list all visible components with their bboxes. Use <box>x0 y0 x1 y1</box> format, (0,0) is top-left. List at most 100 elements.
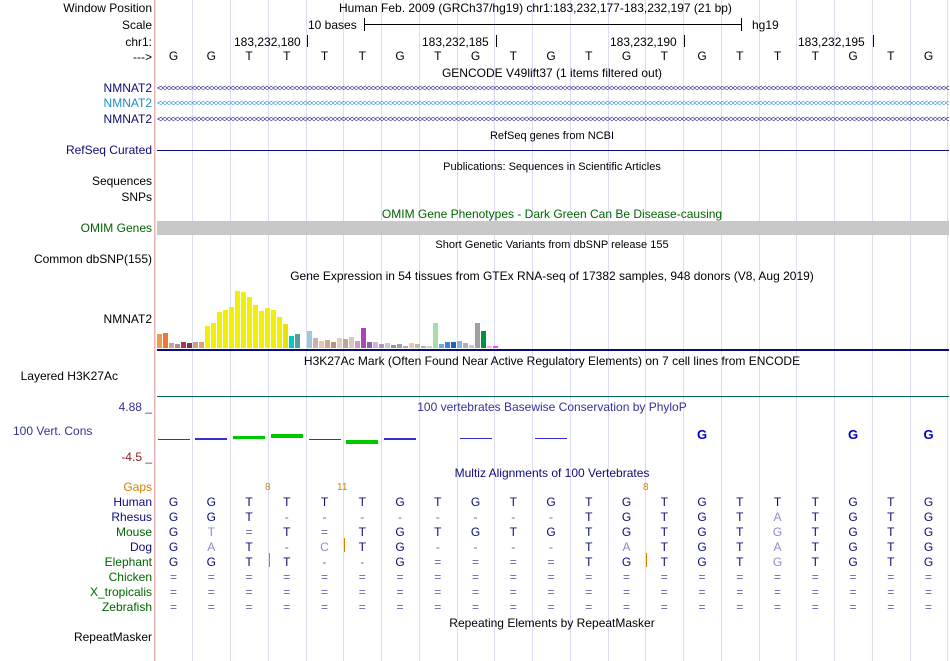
h3k27ac-label[interactable]: Layered H3K27Ac <box>20 369 118 383</box>
gtex-tissue-bar[interactable] <box>259 311 264 348</box>
alignment-base: = <box>698 585 706 599</box>
gtex-tissue-bar[interactable] <box>277 317 282 348</box>
gtex-tissue-bar[interactable] <box>253 305 258 348</box>
alignment-base: T <box>736 495 744 509</box>
gtex-tissue-bar[interactable] <box>223 310 228 348</box>
gtex-tissue-bar[interactable] <box>163 333 168 348</box>
gtex-tissue-bar[interactable] <box>391 345 396 348</box>
gtex-tissue-bar[interactable] <box>463 343 468 348</box>
gtex-tissue-bar[interactable] <box>271 310 276 348</box>
gtex-tissue-bar[interactable] <box>181 342 186 348</box>
gtex-expression-chart[interactable] <box>157 284 949 348</box>
publications-snps-label[interactable]: SNPs <box>121 190 152 204</box>
refseq-curated-label[interactable]: RefSeq Curated <box>65 143 152 157</box>
gtex-tissue-bar[interactable] <box>175 344 180 348</box>
species-label-elephant[interactable]: Elephant <box>104 555 152 569</box>
gtex-tissue-bar[interactable] <box>409 343 414 348</box>
refseq-track-title: RefSeq genes from NCBI <box>489 130 615 142</box>
gtex-tissue-bar[interactable] <box>427 346 432 348</box>
species-label-x_tropicalis[interactable]: X_tropicalis <box>89 585 152 599</box>
gtex-tissue-bar[interactable] <box>457 341 462 348</box>
gtex-tissue-bar[interactable] <box>193 342 198 348</box>
gtex-tissue-bar[interactable] <box>397 344 402 348</box>
gtex-tissue-bar[interactable] <box>247 297 252 348</box>
gtex-tissue-bar[interactable] <box>205 326 210 348</box>
gtex-gene-label[interactable]: NMNAT2 <box>103 312 152 326</box>
alignment-base: G <box>168 525 179 539</box>
gtex-tissue-bar[interactable] <box>475 323 480 348</box>
gtex-tissue-bar[interactable] <box>349 337 354 348</box>
gtex-tissue-bar[interactable] <box>295 334 300 348</box>
species-label-zebrafish[interactable]: Zebrafish <box>101 600 152 614</box>
gtex-tissue-bar[interactable] <box>331 342 336 348</box>
gtex-tissue-bar[interactable] <box>481 331 486 348</box>
alignment-base: - <box>473 540 478 554</box>
sequence-base: G <box>395 49 405 63</box>
common-dbsnp-label[interactable]: Common dbSNP(155) <box>33 252 152 266</box>
gtex-tissue-bar[interactable] <box>283 324 288 348</box>
gtex-tissue-bar[interactable] <box>157 334 162 348</box>
gtex-tissue-bar[interactable] <box>379 344 384 348</box>
gtex-tissue-bar[interactable] <box>217 312 222 348</box>
gtex-tissue-bar[interactable] <box>367 342 372 348</box>
gtex-tissue-bar[interactable] <box>325 340 330 348</box>
refseq-gene-line[interactable] <box>157 150 949 151</box>
gtex-tissue-bar[interactable] <box>403 346 408 348</box>
gaps-label[interactable]: Gaps <box>123 480 152 494</box>
gtex-tissue-bar[interactable] <box>289 336 294 348</box>
gtex-tissue-bar[interactable] <box>487 346 492 348</box>
gtex-tissue-bar[interactable] <box>469 345 474 348</box>
omim-gene-bar[interactable] <box>157 221 949 235</box>
gtex-tissue-bar[interactable] <box>337 338 342 348</box>
gtex-tissue-bar[interactable] <box>451 342 456 348</box>
alignment-base: - <box>435 510 440 524</box>
gtex-tissue-bar[interactable] <box>187 343 192 348</box>
gtex-tissue-bar[interactable] <box>199 342 204 348</box>
gtex-tissue-bar[interactable] <box>235 291 240 348</box>
gtex-tissue-bar[interactable] <box>307 331 312 348</box>
species-label-chicken[interactable]: Chicken <box>108 570 152 584</box>
gtex-tissue-bar[interactable] <box>229 307 234 348</box>
alignment-base: T <box>736 525 744 539</box>
gtex-tissue-bar[interactable] <box>433 323 438 348</box>
phylop-track-label[interactable]: 100 Vert. Cons <box>13 424 93 438</box>
gene-model-line[interactable]: <<<<<<<<<<<<<<<<<<<<<<<<<<<<<<<<<<<<<<<<… <box>157 85 949 91</box>
publications-sequences-label[interactable]: Sequences <box>91 174 152 188</box>
gtex-tissue-bar[interactable] <box>493 346 498 348</box>
gtex-tissue-bar[interactable] <box>355 341 360 348</box>
species-label-mouse[interactable]: Mouse <box>115 525 152 539</box>
gtex-tissue-bar[interactable] <box>421 346 426 348</box>
species-label-dog[interactable]: Dog <box>129 540 152 554</box>
gtex-tissue-bar[interactable] <box>319 341 324 348</box>
omim-genes-label[interactable]: OMIM Genes <box>80 221 152 235</box>
gene-model-line[interactable]: <<<<<<<<<<<<<<<<<<<<<<<<<<<<<<<<<<<<<<<<… <box>157 100 949 106</box>
gtex-tissue-bar[interactable] <box>343 339 348 348</box>
gene-label-nmnat2[interactable]: NMNAT2 <box>103 96 152 110</box>
gtex-tissue-bar[interactable] <box>169 343 174 348</box>
species-label-human[interactable]: Human <box>113 495 152 509</box>
gtex-tissue-bar[interactable] <box>445 342 450 348</box>
gtex-tissue-bar[interactable] <box>313 338 318 348</box>
gtex-tissue-bar[interactable] <box>439 344 444 348</box>
alignment-base: = <box>283 570 291 584</box>
alignment-base: G <box>697 540 707 554</box>
alignment-base: = <box>887 585 895 599</box>
publications-track-title: Publications: Sequences in Scientific Ar… <box>443 161 661 173</box>
gtex-tissue-bar[interactable] <box>385 343 390 348</box>
window-position-label: Window Position <box>63 1 152 15</box>
gene-model-line[interactable]: <<<<<<<<<<<<<<<<<<<<<<<<<<<<<<<<<<<<<<<<… <box>157 116 949 122</box>
gtex-tissue-bar[interactable] <box>415 344 420 348</box>
gtex-tissue-bar[interactable] <box>373 342 378 348</box>
repeatmasker-label[interactable]: RepeatMasker <box>73 630 152 644</box>
gene-label-nmnat2[interactable]: NMNAT2 <box>103 112 152 126</box>
species-label-rhesus[interactable]: Rhesus <box>111 510 152 524</box>
alignment-base: = <box>396 600 404 614</box>
gtex-tissue-bar[interactable] <box>211 323 216 348</box>
gtex-tissue-bar[interactable] <box>265 308 270 348</box>
gtex-tissue-bar[interactable] <box>241 292 246 348</box>
gene-label-nmnat2[interactable]: NMNAT2 <box>103 81 152 95</box>
gtex-tissue-bar[interactable] <box>361 328 366 348</box>
